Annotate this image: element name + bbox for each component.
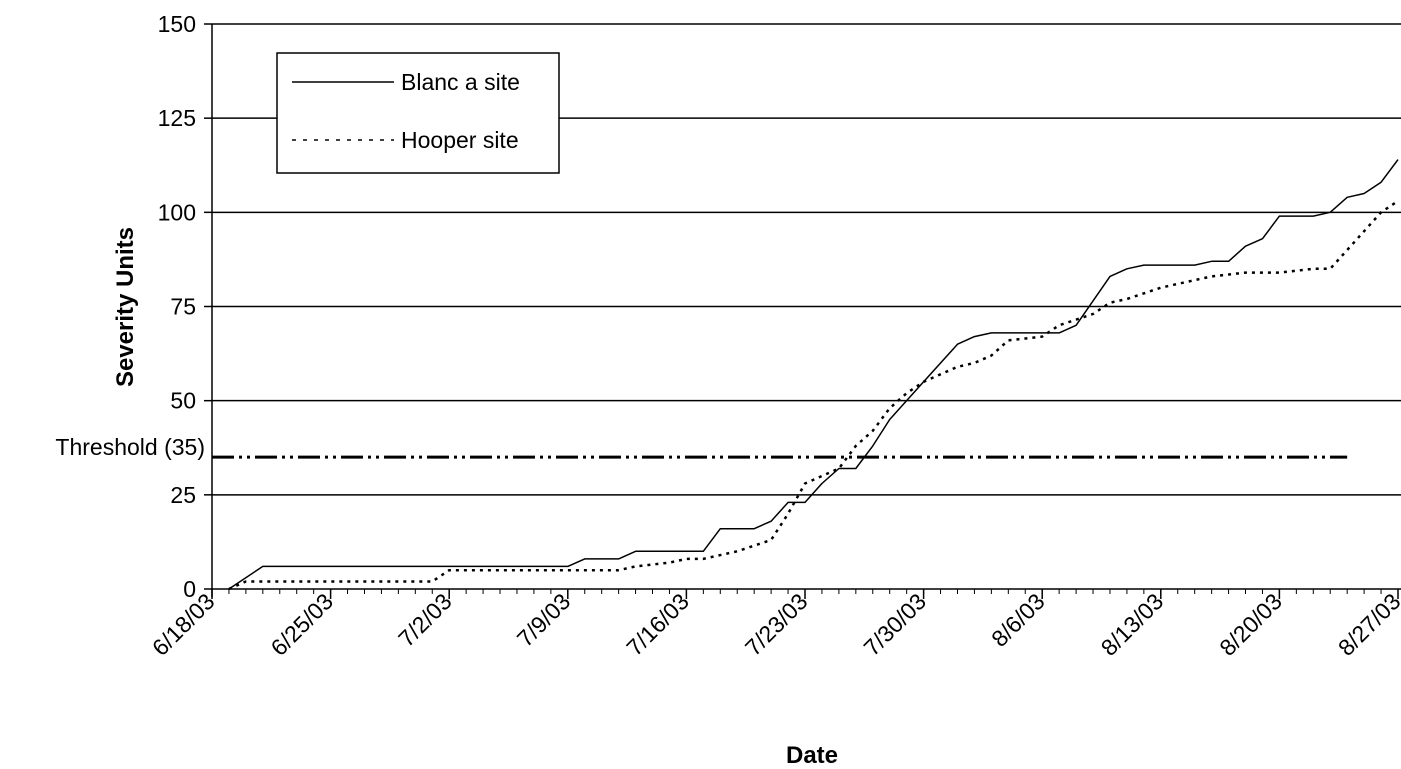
x-tick-label: 7/2/03 [393, 588, 457, 652]
legend: Blanc a site Hooper site [276, 52, 560, 174]
x-tick-label: 8/20/03 [1214, 588, 1287, 661]
series-line-blanca [228, 159, 1399, 590]
x-tick-labels: 6/18/03 6/25/03 7/2/03 7/9/03 7/16/03 7/23/03… [147, 588, 1401, 661]
y-tick-label: 75 [170, 294, 196, 320]
legend-label-hooper: Hooper site [401, 127, 519, 153]
axes [204, 23, 1401, 599]
x-tick-label: 8/6/03 [986, 588, 1050, 652]
x-axis-title: Date [786, 742, 838, 769]
y-tick-label: 50 [170, 388, 196, 414]
series-lines [228, 159, 1399, 591]
x-tick-label: 7/23/03 [740, 588, 813, 661]
x-tick-label: 8/13/03 [1096, 588, 1169, 661]
legend-label-blanca: Blanc a site [401, 69, 520, 95]
x-tick-label: 6/25/03 [265, 588, 338, 661]
x-tick-label: 7/16/03 [621, 588, 694, 661]
legend-box [276, 52, 560, 174]
y-axis-title: Severity Units [112, 227, 139, 387]
x-tick-label: 8/27/03 [1333, 588, 1401, 661]
x-tick-label: 7/30/03 [858, 588, 931, 661]
series-line-hooper [228, 199, 1399, 591]
x-tick-label: 7/9/03 [512, 588, 576, 652]
y-tick-label: 100 [158, 199, 196, 225]
y-tick-label: 0 [183, 576, 196, 602]
y-tick-label: 25 [170, 482, 196, 508]
y-tick-label: 150 [158, 11, 196, 37]
y-tick-labels: 0 25 50 75 100 125 150 [158, 11, 196, 602]
threshold-label: Threshold (35) [55, 434, 205, 460]
y-tick-label: 125 [158, 105, 196, 131]
